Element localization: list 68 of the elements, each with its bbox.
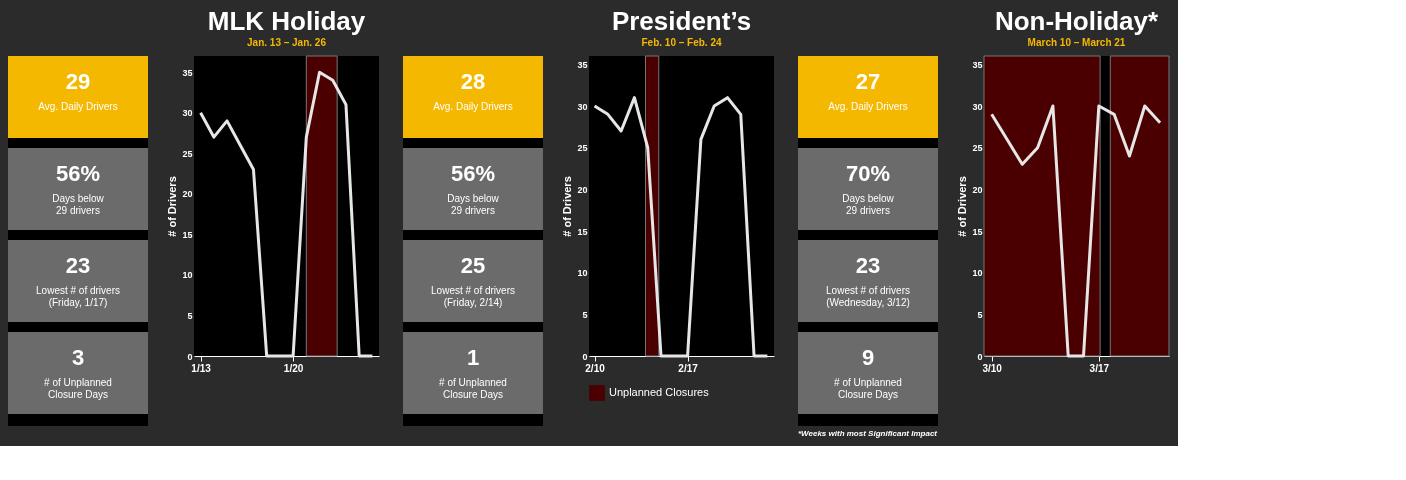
x-tick-label: 1/20	[283, 362, 304, 374]
y-tick-label: 35	[577, 59, 588, 70]
chart-title: President’s	[611, 5, 752, 36]
y-tick-label: 5	[187, 310, 193, 321]
y-tick-label: 0	[977, 351, 983, 362]
x-tick-label: 3/10	[982, 362, 1003, 374]
line-series	[199, 70, 374, 358]
x-tick-label: 3/17	[1089, 362, 1110, 374]
text: Days below 29 drivers	[842, 193, 895, 216]
line-series	[990, 104, 1162, 358]
y-tick-label: 35	[972, 59, 983, 70]
chart-subtitle: March 10 – March 21	[1027, 36, 1126, 48]
text: Lowest # of drivers (Friday, 1/17)	[36, 285, 120, 308]
text: Lowest # of drivers (Wednesday, 3/12)	[826, 285, 910, 308]
y-tick-label: 25	[577, 143, 588, 154]
text: Avg. Daily Drivers	[828, 101, 908, 112]
text: 28	[460, 69, 486, 94]
y-tick-label: 20	[972, 184, 983, 195]
y-tick-label: 5	[977, 309, 983, 320]
legend-label: Unplanned Closures	[609, 386, 710, 398]
y-tick-label: 35	[182, 67, 193, 78]
text: 56%	[55, 161, 101, 186]
y-tick-label: 20	[182, 189, 193, 200]
chart-subtitle: Jan. 13 – Jan. 26	[247, 36, 327, 48]
text: 9	[861, 345, 875, 370]
y-tick-label: 25	[182, 148, 193, 159]
y-tick-label: 10	[577, 268, 588, 279]
text: Days below 29 drivers	[52, 193, 105, 216]
text: 27	[855, 69, 881, 94]
chart-title: MLK Holiday	[207, 5, 366, 36]
text: *Weeks with most Significant Impact	[798, 429, 938, 438]
text: 23	[855, 253, 881, 278]
y-axis-title: # of Drivers	[166, 176, 179, 237]
y-tick-label: 20	[577, 184, 588, 195]
text: Lowest # of drivers (Friday, 2/14)	[431, 285, 515, 308]
text: 56%	[450, 161, 496, 186]
y-tick-label: 10	[182, 270, 193, 281]
y-tick-label: 0	[187, 351, 193, 362]
y-tick-label: 10	[972, 268, 983, 279]
x-tick-label: 2/17	[678, 362, 699, 374]
text: Avg. Daily Drivers	[38, 101, 118, 112]
text: # of Unplanned Closure Days	[44, 377, 112, 400]
text: # of Unplanned Closure Days	[439, 377, 507, 400]
y-axis-title: # of Drivers	[561, 176, 574, 237]
y-axis-title: # of Drivers	[956, 176, 969, 237]
y-tick-label: 5	[582, 309, 588, 320]
text: 29	[65, 69, 91, 94]
y-tick-label: 15	[972, 226, 983, 237]
text: # of Unplanned Closure Days	[834, 377, 902, 400]
x-tick-label: 2/10	[585, 362, 606, 374]
y-tick-label: 25	[972, 143, 983, 154]
y-tick-label: 0	[582, 351, 588, 362]
y-tick-label: 15	[182, 229, 193, 240]
text: 70%	[845, 161, 891, 186]
y-tick-label: 30	[972, 101, 983, 112]
line-series	[593, 96, 769, 358]
y-tick-label: 30	[182, 108, 193, 119]
text: 23	[65, 253, 91, 278]
text: 1	[466, 345, 480, 370]
y-tick-label: 15	[577, 226, 588, 237]
y-tick-label: 30	[577, 101, 588, 112]
text: 3	[71, 345, 85, 370]
text: 25	[460, 253, 486, 278]
text: Avg. Daily Drivers	[433, 101, 513, 112]
text: Days below 29 drivers	[447, 193, 500, 216]
x-tick-label: 1/13	[191, 362, 212, 374]
chart-title: Non-Holiday*	[994, 5, 1159, 36]
chart-subtitle: Feb. 10 – Feb. 24	[641, 36, 722, 48]
